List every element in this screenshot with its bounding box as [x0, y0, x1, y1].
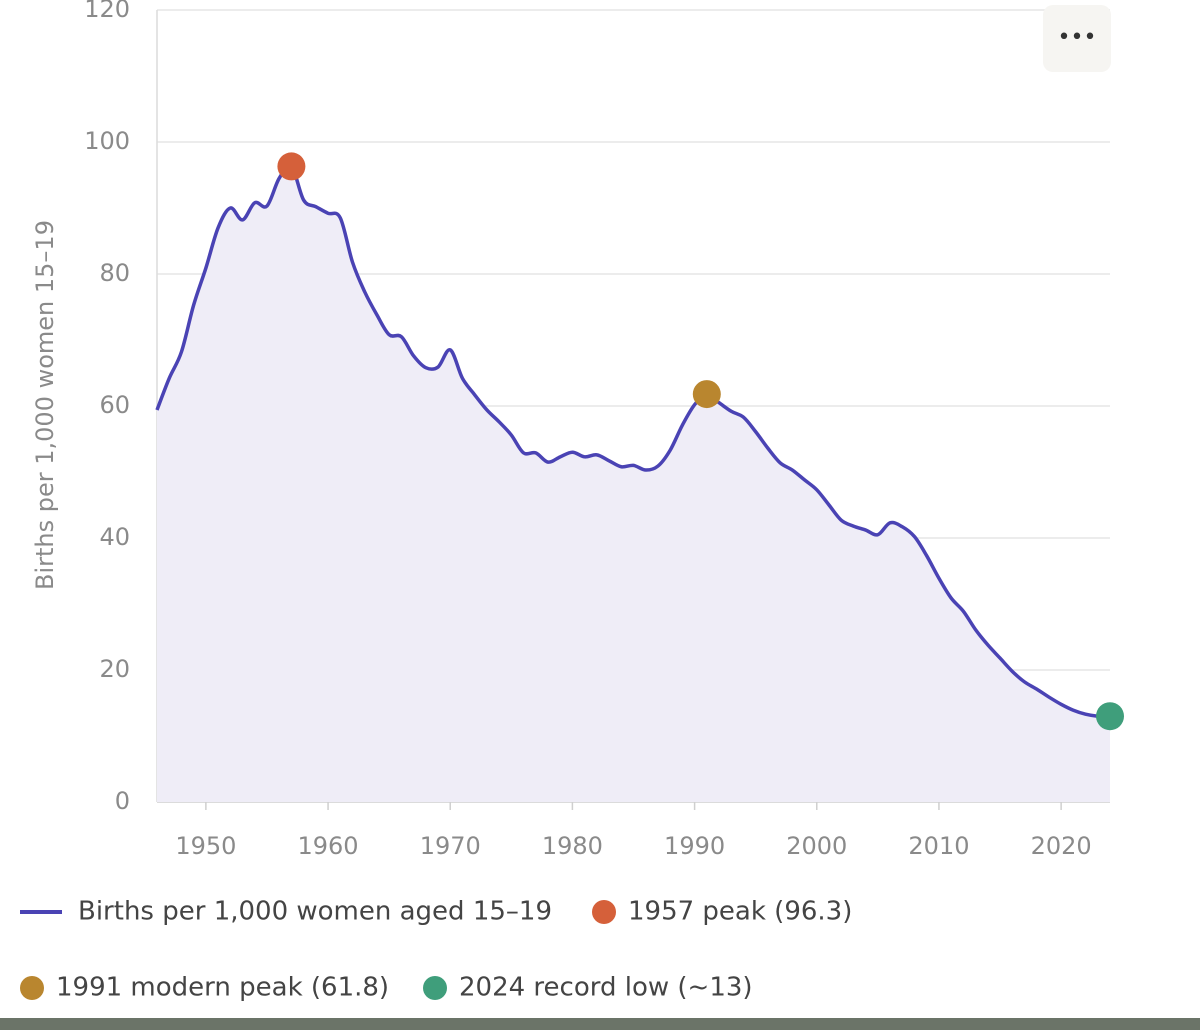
line — [155, 163, 1111, 719]
x-tick-label: 1990 — [664, 832, 725, 860]
bottom-strip — [0, 1018, 1200, 1030]
x-tick-label: 2000 — [786, 832, 847, 860]
y-tick-label: 60 — [99, 391, 130, 419]
x-tick-label: 1960 — [298, 832, 359, 860]
highlight-point — [692, 380, 721, 409]
x-tick-label: 1970 — [420, 832, 481, 860]
y-tick-label: 0 — [115, 787, 130, 815]
legend-label: Births per 1,000 women aged 15–19 — [78, 897, 552, 927]
x-tick-label: 1950 — [175, 832, 236, 860]
legend-marker — [20, 976, 44, 1000]
menu-button[interactable] — [1043, 5, 1111, 72]
x-tick-label: 2010 — [908, 832, 969, 860]
y-tick-label: 100 — [84, 127, 130, 155]
legend-label: 1991 modern peak (61.8) — [56, 973, 389, 1003]
legend-label: 2024 record low (~13) — [459, 973, 753, 1003]
x-tick-label: 2020 — [1031, 832, 1092, 860]
y-tick-label: 120 — [84, 0, 130, 23]
x-tick-label: 1980 — [542, 832, 603, 860]
legend-marker — [592, 900, 616, 924]
highlight-point — [277, 152, 306, 181]
legend-label: 1957 peak (96.3) — [628, 897, 852, 927]
y-tick-label: 80 — [99, 259, 130, 287]
menu-icon[interactable]: ••• — [1058, 25, 1097, 50]
area — [157, 165, 1110, 803]
y-tick-label: 20 — [99, 655, 130, 683]
legend-marker — [423, 976, 447, 1000]
y-axis-title: Births per 1,000 women 15–19 — [31, 220, 59, 590]
y-tick-label: 40 — [99, 523, 130, 551]
highlight-point — [1096, 702, 1124, 731]
